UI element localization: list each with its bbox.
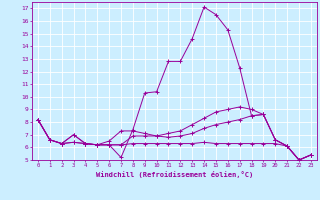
X-axis label: Windchill (Refroidissement éolien,°C): Windchill (Refroidissement éolien,°C) (96, 171, 253, 178)
